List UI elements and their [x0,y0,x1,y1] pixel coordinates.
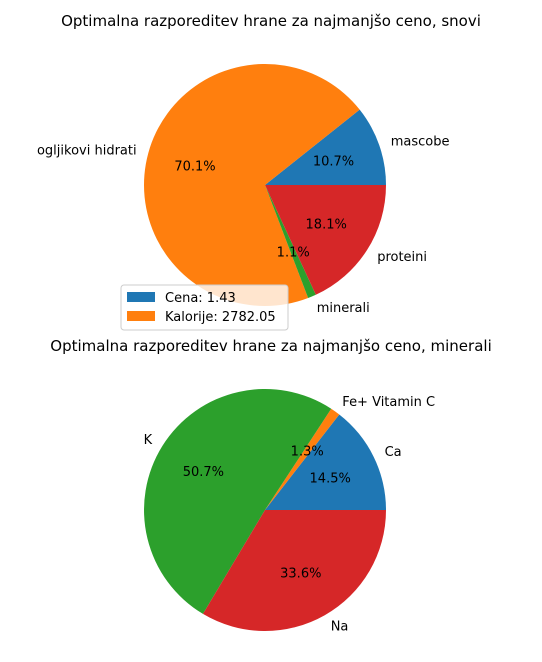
pie-slice-mascobe [265,109,386,185]
pie-slice-k [144,389,332,614]
slice-percent-na: 33.6% [280,567,321,582]
pie-slice-ogljikovi-hidrati [144,63,360,306]
pie-slice-minerali [265,185,316,299]
slice-percent-proteini: 18.1% [306,218,347,233]
pie-slice-proteini [265,185,386,295]
pie-slice-ca [265,414,386,510]
slice-label-k: K [144,433,153,448]
slice-percent-mascobe: 10.7% [313,155,354,170]
slice-percent-ogljikovi-hidrati: 70.1% [174,159,215,174]
pie-chart-1: Optimalna razporeditev hrane za najmanjš… [37,12,481,331]
chart-title: Optimalna razporeditev hrane za najmanjš… [50,337,491,355]
legend-frame [120,284,289,331]
slice-label-fe-vitamin-c: Fe+ Vitamin C [342,395,435,410]
pie-wedges [144,63,386,306]
pie-slice-fe-vitamin-c [265,408,340,510]
slice-percent-ca: 14.5% [310,472,351,487]
legend-entry-label: Kalorije: 2782.05 [165,310,276,325]
pie-labels: Ca 14.5% Fe+ Vitamin C 1.3% K 50.7% Na 33.6% [144,395,436,634]
pie-wedges [144,389,386,631]
slice-label-minerali: minerali [317,301,370,316]
pie-chart-2: Optimalna razporeditev hrane za najmanjš… [50,337,491,634]
slice-label-mascobe: mascobe [391,135,450,150]
legend-swatch [127,292,155,302]
legend-entry-label: Cena: 1.43 [165,291,236,306]
chart-title: Optimalna razporeditev hrane za najmanjš… [61,12,481,30]
slice-percent-fe-vitamin-c: 1.3% [291,444,324,459]
slice-label-proteini: proteini [377,250,427,265]
slice-label-ogljikovi-hidrati: ogljikovi hidrati [37,143,137,158]
chart-legend: Cena: 1.43 Kalorije: 2782.05 [120,284,289,331]
slice-label-na: Na [331,619,349,634]
slice-percent-minerali: 1.1% [277,245,310,260]
pie-slice-na [202,510,386,631]
slice-percent-k: 50.7% [183,465,224,480]
pie-labels: mascobe 10.7% ogljikovi hidrati 70.1% minera… [37,135,449,317]
slice-label-ca: Ca [385,445,402,460]
legend-swatch [127,311,155,321]
